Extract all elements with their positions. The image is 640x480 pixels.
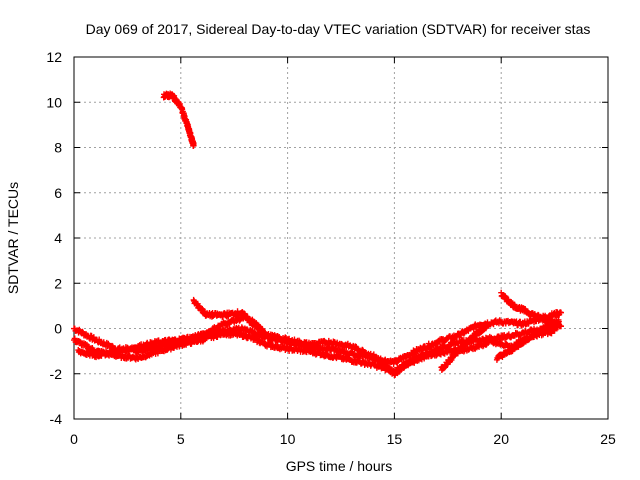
x-tick-label: 10	[280, 431, 296, 447]
data-point	[359, 346, 366, 353]
data-point	[209, 328, 216, 335]
series-track-h	[493, 316, 562, 363]
data-point	[525, 320, 532, 327]
data-point	[109, 342, 116, 349]
y-tick-label: 0	[54, 321, 62, 337]
data-point	[370, 351, 377, 358]
series-track-f	[438, 322, 490, 374]
data-point	[291, 336, 298, 343]
data-point	[324, 350, 331, 357]
data-point	[242, 331, 249, 338]
data-point	[188, 340, 195, 347]
data-point	[483, 323, 490, 330]
data-point	[555, 318, 562, 325]
y-tick-label: -4	[50, 411, 63, 427]
y-tick-label: 10	[46, 94, 62, 110]
x-tick-label: 5	[177, 431, 185, 447]
y-tick-label: 8	[54, 140, 62, 156]
data-point	[263, 332, 270, 339]
series-track-g	[498, 289, 560, 328]
data-point	[558, 323, 565, 330]
x-tick-label: 0	[70, 431, 78, 447]
y-tick-label: 6	[54, 185, 62, 201]
data-point	[558, 309, 565, 316]
grid	[74, 57, 608, 419]
data-point	[551, 327, 558, 334]
y-tick-label: -2	[50, 366, 63, 382]
y-tick-label: 12	[46, 49, 62, 65]
data-point	[447, 342, 454, 349]
chart-title: Day 069 of 2017, Sidereal Day-to-day VTE…	[86, 21, 591, 37]
series-track-e	[190, 296, 270, 339]
y-tick-label: 2	[54, 275, 62, 291]
axis-ticks	[73, 56, 609, 420]
data-point	[154, 350, 161, 357]
data-point	[390, 360, 397, 367]
x-axis-label: GPS time / hours	[286, 458, 393, 474]
tick-labels: 0 5 10 15 20 25 -4 -2 0 2 4 6 8 10 12	[46, 49, 616, 447]
y-axis-label: SDTVAR / TECUs	[5, 182, 21, 294]
series-track-d	[160, 90, 197, 149]
y-tick-label: 4	[54, 230, 62, 246]
x-tick-label: 25	[600, 431, 616, 447]
data-point	[351, 356, 358, 363]
data-point	[387, 366, 394, 373]
data-points	[71, 90, 565, 379]
x-tick-label: 15	[387, 431, 403, 447]
x-tick-label: 20	[493, 431, 509, 447]
data-point	[190, 142, 197, 149]
